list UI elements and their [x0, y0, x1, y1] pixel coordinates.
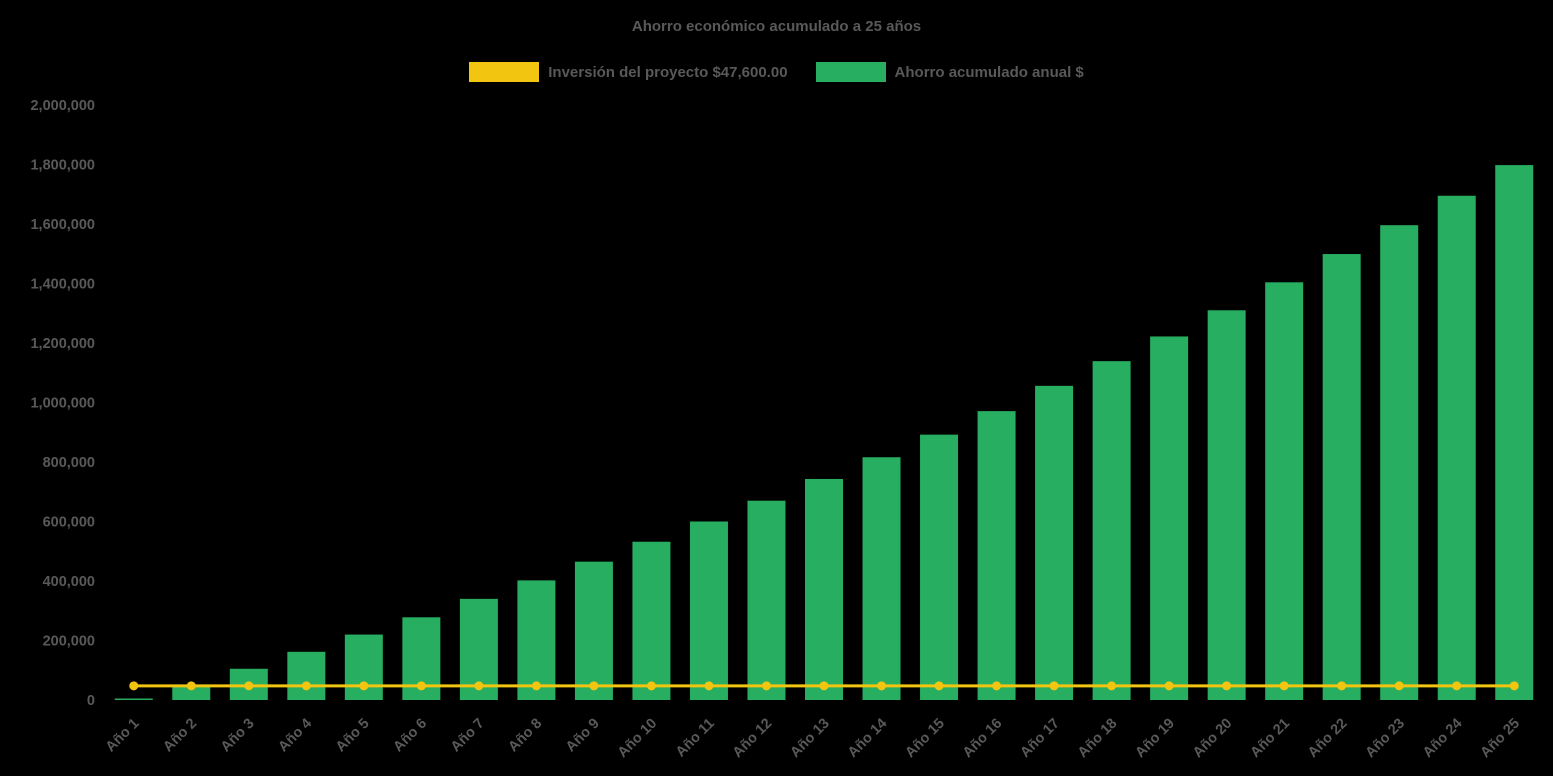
- investment-line-marker: [992, 681, 1002, 691]
- x-axis-tick-label: Año 23: [1363, 716, 1408, 761]
- investment-line-marker: [244, 681, 254, 691]
- bar-año-4: [287, 651, 326, 700]
- bar-año-23: [1380, 225, 1419, 700]
- investment-line-marker: [704, 681, 714, 691]
- bar-año-13: [805, 478, 843, 700]
- x-axis-tick-label: Año 17: [1017, 716, 1062, 761]
- investment-line-marker: [589, 681, 599, 691]
- x-axis-tick-label: Año 10: [615, 716, 660, 761]
- investment-line-marker: [1049, 681, 1059, 691]
- x-axis-tick-label: Año 21: [1247, 716, 1292, 761]
- x-axis-tick-label: Año 15: [902, 716, 947, 761]
- investment-line-marker: [1164, 681, 1174, 691]
- y-axis-tick-label: 600,000: [43, 515, 95, 531]
- x-axis-tick-label: Año 8: [505, 716, 545, 756]
- investment-line-marker: [416, 681, 426, 691]
- legend-label-savings: Ahorro acumulado anual $: [894, 63, 1084, 81]
- investment-line-marker: [474, 681, 484, 691]
- investment-line-marker: [1509, 681, 1519, 691]
- bar-año-2: [172, 684, 211, 700]
- investment-line-marker: [1394, 681, 1404, 691]
- y-axis-tick-label: 1,000,000: [30, 396, 95, 412]
- bar-año-1: [114, 698, 153, 700]
- bar-año-8: [517, 580, 556, 700]
- bar-año-22: [1322, 254, 1361, 701]
- bar-año-11: [689, 521, 728, 700]
- x-axis-tick-label: Año 7: [448, 716, 488, 756]
- bar-año-24: [1437, 195, 1476, 701]
- x-axis-tick-label: Año 16: [960, 716, 1005, 761]
- y-axis-tick-label: 1,400,000: [30, 277, 95, 293]
- x-axis-tick-label: Año 18: [1075, 716, 1120, 761]
- legend: Inversión del proyecto $47,600.00 Ahorro…: [0, 62, 1553, 82]
- bar-año-19: [1150, 336, 1189, 700]
- x-axis-tick-label: Año 24: [1420, 716, 1465, 761]
- investment-line-marker: [301, 681, 311, 691]
- x-axis-tick-label: Año 11: [673, 716, 718, 761]
- y-axis-tick-label: 1,600,000: [30, 217, 95, 233]
- bar-año-20: [1207, 310, 1246, 700]
- investment-line-marker: [819, 681, 829, 691]
- investment-line-marker: [129, 681, 139, 691]
- legend-label-investment: Inversión del proyecto $47,600.00: [548, 63, 788, 81]
- legend-item-investment[interactable]: Inversión del proyecto $47,600.00: [469, 62, 788, 82]
- investment-line-marker: [1337, 681, 1347, 691]
- x-axis-tick-label: Año 6: [390, 716, 430, 756]
- investment-line-marker: [761, 681, 771, 691]
- bar-año-15: [920, 434, 959, 700]
- x-axis-tick-label: Año 22: [1305, 716, 1350, 761]
- investment-line-marker: [646, 681, 656, 691]
- x-axis-tick-label: Año 2: [160, 716, 200, 756]
- y-axis-tick-label: 0: [87, 693, 95, 709]
- investment-line-marker: [531, 681, 541, 691]
- bar-año-25: [1495, 165, 1534, 701]
- legend-swatch-investment: [469, 62, 540, 82]
- bar-año-17: [1035, 385, 1074, 700]
- investment-line-marker: [1222, 681, 1232, 691]
- x-axis-tick-label: Año 14: [845, 716, 890, 761]
- investment-line-marker: [1279, 681, 1289, 691]
- bar-año-10: [632, 541, 671, 700]
- x-axis-tick-label: Año 9: [563, 716, 603, 756]
- x-axis-tick-label: Año 4: [275, 716, 315, 756]
- legend-item-savings[interactable]: Ahorro acumulado anual $: [815, 62, 1084, 82]
- y-axis-tick-label: 1,200,000: [30, 336, 95, 352]
- legend-swatch-savings: [815, 62, 886, 82]
- y-axis-tick-label: 800,000: [43, 455, 95, 471]
- x-axis-tick-label: Año 20: [1190, 716, 1235, 761]
- x-axis-tick-label: Año 19: [1132, 716, 1177, 761]
- x-axis-tick-label: Año 13: [787, 716, 832, 761]
- x-axis-tick-label: Año 3: [218, 716, 258, 756]
- y-axis-tick-label: 2,000,000: [30, 98, 95, 114]
- x-axis-tick-label: Año 5: [333, 716, 373, 756]
- bar-año-16: [977, 411, 1016, 700]
- x-axis-tick-label: Año 12: [730, 716, 775, 761]
- bar-año-12: [747, 500, 786, 700]
- bar-año-9: [574, 561, 613, 700]
- investment-line-marker: [934, 681, 944, 691]
- investment-line-marker: [877, 681, 887, 691]
- y-axis-tick-label: 1,800,000: [30, 158, 95, 174]
- y-axis-tick-label: 200,000: [43, 634, 95, 650]
- investment-line-marker: [1107, 681, 1117, 691]
- chart-title: Ahorro económico acumulado a 25 años: [631, 18, 922, 35]
- bar-año-18: [1092, 361, 1131, 700]
- investment-line-marker: [359, 681, 369, 691]
- y-axis-tick-label: 400,000: [43, 574, 95, 590]
- investment-line-marker: [186, 681, 196, 691]
- bar-año-14: [862, 457, 901, 700]
- bar-año-21: [1265, 282, 1304, 700]
- x-axis-tick-label: Año 25: [1478, 716, 1523, 761]
- x-axis-tick-label: Año 1: [103, 716, 143, 756]
- investment-line-marker: [1452, 681, 1462, 691]
